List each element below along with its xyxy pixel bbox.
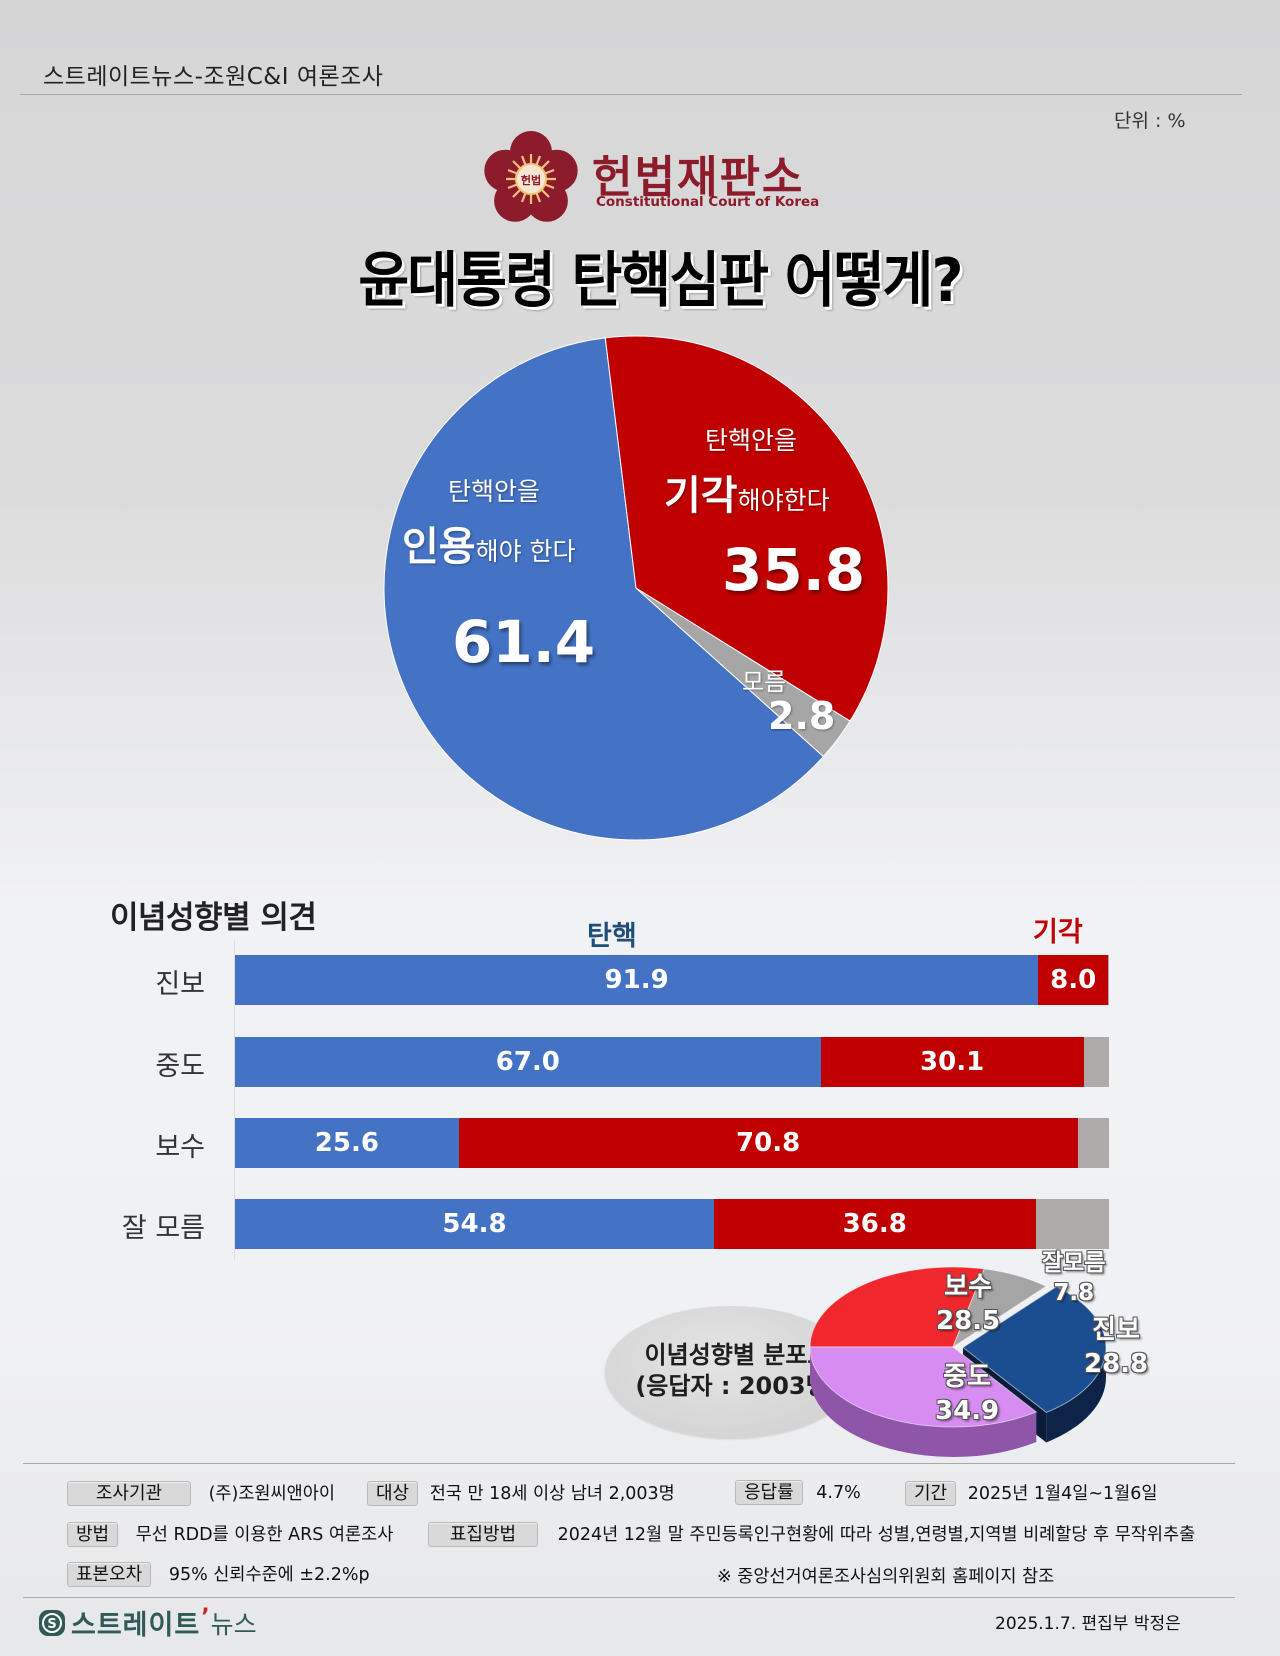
dismiss-line1: 탄핵안을 <box>705 426 798 455</box>
brand-name-sub: 뉴스 <box>210 1609 257 1639</box>
uphold-line1: 탄핵안을 <box>448 477 541 506</box>
dismiss-line2: 기각해야한다 <box>664 463 830 521</box>
section-title-ideology-opinion: 이념성향별 의견 <box>110 900 317 936</box>
sampling-value: 2024년 12월 말 주민등록인구현황에 따라 성별,연령별,지역별 비례할당… <box>557 1525 1196 1545</box>
stacked-bar: 67.0 30.1 <box>235 1037 1109 1087</box>
tag-agency: 조사기관 <box>67 1481 191 1506</box>
agency-value: (주)조원씨앤아이 <box>208 1484 335 1504</box>
bar-axis-line <box>234 940 235 1260</box>
distribution-respondents: (응답자 : 2003명) <box>635 1372 839 1400</box>
distribution-caption: 이념성향별 분포도 (응답자 : 2003명) <box>612 1340 862 1402</box>
footer-row-1: 조사기관 (주)조원씨앤아이 <box>67 1480 335 1506</box>
uphold-keyword: 인용 <box>402 524 476 570</box>
main-pie-chart <box>383 335 889 841</box>
stacked-bar: 91.9 8.0 <box>235 955 1109 1005</box>
pie3d-side-wall <box>1046 1347 1106 1443</box>
court-subtitle: Constitutional Court of Korea <box>596 194 820 210</box>
bar-segment-impeach: 25.6 <box>235 1118 459 1168</box>
pie-slice-uphold <box>383 337 825 841</box>
tag-sampling-error: 표본오차 <box>67 1562 152 1587</box>
dismiss-keyword: 기각 <box>664 473 738 519</box>
pie3d-slice-진보 <box>962 1286 1107 1414</box>
dismiss-rest: 해야한다 <box>737 486 830 515</box>
pie3d-slice-중도 <box>809 1346 1038 1428</box>
bar-row-label: 진보 <box>155 969 205 1000</box>
tag-period: 기간 <box>905 1481 957 1506</box>
bar-segment-dismiss: 8.0 <box>1038 955 1109 1005</box>
bar-segment-dismiss: 30.1 <box>820 1037 1084 1087</box>
footer-note: ※ 중앙선거여론조사심의위원회 홈페이지 참조 <box>717 1567 1055 1587</box>
bar-segment-unknown <box>1035 1199 1109 1249</box>
pie3d-slice-보수 <box>809 1266 985 1348</box>
bar-row-label: 잘 모름 <box>121 1213 205 1244</box>
pie3d-slice-잘모름 <box>951 1268 1048 1349</box>
page-title: 윤대통령 탄핵심판 어떻게? <box>358 246 963 316</box>
dist-label-progressive: 진보 28.8 <box>1084 1315 1149 1379</box>
distribution-title: 이념성향별 분포도 <box>644 1341 830 1369</box>
bar-segment-impeach: 91.9 <box>235 955 1039 1005</box>
column-head-impeach: 탄핵 <box>587 921 637 952</box>
bar-segment-unknown <box>1083 1037 1109 1087</box>
footer-sampling: 표집방법 2024년 12월 말 주민등록인구현황에 따라 성별,연령별,지역별… <box>428 1521 1195 1547</box>
pie-slice-unknown <box>635 587 851 758</box>
footer-bottom-divider <box>23 1597 1235 1598</box>
unit-label: 단위 : % <box>1114 110 1186 132</box>
bar-segment-unknown <box>1077 1118 1109 1168</box>
tag-response-rate: 응답률 <box>735 1480 803 1505</box>
footer-method: 방법 무선 RDD를 이용한 ARS 여론조사 <box>67 1521 393 1547</box>
bar-segment-impeach: 54.8 <box>235 1199 714 1249</box>
column-head-dismiss: 기각 <box>1033 917 1083 948</box>
svg-text:S: S <box>47 1617 56 1632</box>
dist-label-unknown: 잘모름 7.8 <box>1042 1250 1106 1306</box>
target-value: 전국 만 18세 이상 남녀 2,003명 <box>429 1484 675 1504</box>
brand-accent-mark: ʼ <box>201 1605 210 1630</box>
brand-logo: S 스트레이트 ʼ 뉴스 <box>38 1603 257 1642</box>
brand-name: 스트레이트 <box>71 1610 201 1641</box>
unknown-value: 2.8 <box>768 694 836 738</box>
court-name: 헌법재판소 <box>592 152 805 203</box>
tag-sampling: 표집방법 <box>428 1522 538 1547</box>
bar-segment-dismiss: 70.8 <box>458 1118 1078 1168</box>
survey-source: 스트레이트뉴스-조원C&I 여론조사 <box>43 64 384 90</box>
tag-method: 방법 <box>67 1522 119 1547</box>
bar-segment-unknown <box>1108 955 1109 1005</box>
footer-response: 응답률 4.7% <box>735 1480 861 1505</box>
dist-label-conservative: 보수 28.5 <box>936 1272 1001 1336</box>
brand-emblem-icon: S <box>39 1609 65 1636</box>
bar-row-label: 보수 <box>155 1132 205 1163</box>
bar-segment-dismiss: 36.8 <box>713 1199 1036 1249</box>
dismiss-value: 35.8 <box>722 536 866 604</box>
bar-segment-impeach: 67.0 <box>235 1037 821 1087</box>
court-emblem-icon: 헌법 <box>484 131 578 222</box>
header-divider <box>20 94 1242 95</box>
bar-row-label: 중도 <box>155 1051 205 1082</box>
response-rate-value: 4.7% <box>816 1483 861 1503</box>
method-value: 무선 RDD를 이용한 ARS 여론조사 <box>135 1525 394 1545</box>
tag-target: 대상 <box>367 1481 419 1506</box>
sampling-error-value: 95% 신뢰수준에 ±2.2%p <box>168 1565 370 1585</box>
pie3d-side-wall <box>810 1347 1037 1457</box>
pie-slice-dismiss <box>604 335 889 722</box>
footer-period: 기간 2025년 1월4일~1월6일 <box>905 1480 1158 1506</box>
uphold-line2: 인용해야 한다 <box>402 514 576 572</box>
footer-target: 대상 전국 만 18세 이상 남녀 2,003명 <box>367 1480 675 1506</box>
unknown-label: 모름 <box>742 668 787 696</box>
distribution-3d-pie-chart <box>809 1266 1107 1457</box>
stacked-bar: 25.6 70.8 <box>235 1118 1109 1168</box>
dist-label-moderate: 중도 34.9 <box>935 1362 1000 1426</box>
footer-error: 표본오차 95% 신뢰수준에 ±2.2%p <box>67 1561 370 1587</box>
uphold-rest: 해야 한다 <box>475 537 576 566</box>
credit-line: 2025.1.7. 편집부 박정은 <box>995 1614 1181 1634</box>
footer-top-divider <box>23 1463 1235 1464</box>
stacked-bar: 54.8 36.8 <box>235 1199 1109 1249</box>
emblem-text: 헌법 <box>521 173 541 187</box>
period-value: 2025년 1월4일~1월6일 <box>967 1484 1158 1504</box>
uphold-value: 61.4 <box>452 608 596 676</box>
